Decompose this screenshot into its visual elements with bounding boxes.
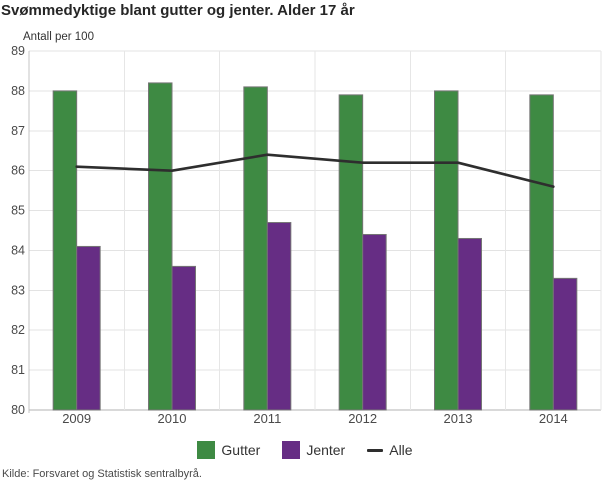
x-tick-label-2013: 2013 [444,411,473,426]
legend: Gutter Jenter Alle [0,440,610,460]
bar-jenter-2010[interactable] [171,265,196,411]
jenter-swatch-icon [282,441,301,459]
alle-line-swatch-icon [367,448,384,452]
x-tick-label-2012: 2012 [348,411,377,426]
legend-label-gutter: Gutter [221,442,261,458]
gutter-swatch-icon [197,441,216,459]
y-tick-label-80: 80 [11,403,25,417]
bar-gutter-2014[interactable] [529,94,554,411]
y-tick-label-83: 83 [11,283,25,297]
x-tick-label-2014: 2014 [539,411,568,426]
bar-gutter-2012[interactable] [338,94,364,411]
bar-gutter-2013[interactable] [434,90,459,411]
y-axis-title: Antall per 100 [23,31,94,43]
y-tick-label-82: 82 [11,323,25,337]
y-tick-label-81: 81 [11,363,25,377]
plot-area: 80 81 82 83 84 85 86 87 88 89 2009 2010 2011 2012 2013… [11,44,602,426]
x-tick-label-2009: 2009 [62,411,91,426]
legend-label-alle: Alle [389,442,413,458]
bar-gutter-2009[interactable] [52,90,78,411]
bar-gutter-2011[interactable] [243,86,268,411]
y-tick-label-85: 85 [11,204,25,218]
source-note: Kilde: Forsvaret og Statistisk sentralby… [2,468,202,480]
bar-jenter-2011[interactable] [266,222,292,411]
bar-gutter-2010[interactable] [148,82,173,411]
y-tick-label-86: 86 [11,164,25,178]
line-alle[interactable] [75,153,555,188]
y-tick-label-88: 88 [11,84,25,98]
legend-item-alle[interactable]: Alle [367,442,413,458]
legend-item-jenter[interactable]: Jenter [282,441,345,459]
bar-jenter-2013[interactable] [457,237,482,411]
y-tick-label-89: 89 [11,44,25,58]
y-tick-label-87: 87 [11,124,25,138]
x-tick-label-2010: 2010 [158,411,187,426]
legend-item-gutter[interactable]: Gutter [197,441,260,459]
chart-title: Svømmedyktige blant gutter og jenter. Al… [1,2,355,19]
bar-jenter-2014[interactable] [552,277,578,411]
bar-jenter-2009[interactable] [76,245,101,411]
y-tick-label-84: 84 [11,243,25,257]
x-tick-label-2011: 2011 [253,411,281,426]
legend-label-jenter: Jenter [306,442,346,458]
bar-jenter-2012[interactable] [362,233,387,411]
